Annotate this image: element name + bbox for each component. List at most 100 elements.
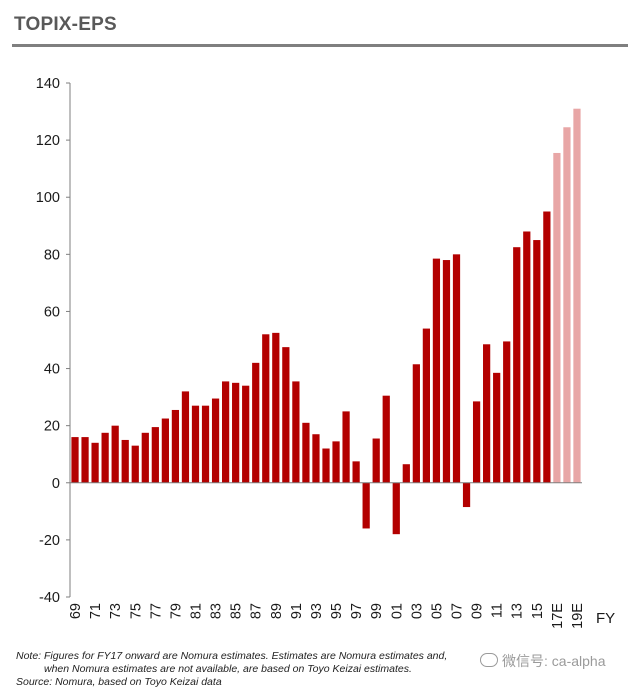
x-tick-label: 03 <box>409 603 425 619</box>
bar-83 <box>211 398 220 483</box>
y-tick-label: 80 <box>44 247 60 263</box>
x-tick-label: 93 <box>309 603 325 619</box>
x-tick-label: 95 <box>329 603 345 619</box>
bar-95 <box>332 441 340 483</box>
bar-03 <box>412 364 420 483</box>
bar-17E <box>553 152 561 483</box>
bar-94 <box>322 448 330 483</box>
bar-79 <box>171 409 180 483</box>
x-tick-label: 17E <box>550 603 566 629</box>
note-line-2: when Nomura estimates are not available,… <box>44 663 412 675</box>
bar-10 <box>483 344 491 483</box>
bar-08 <box>462 482 471 508</box>
bar-85 <box>232 382 240 483</box>
bar-98 <box>362 482 370 529</box>
x-axis-label: FY <box>596 610 615 627</box>
y-tick-labels: -40 -20 0 20 40 60 80 100 120 140 <box>36 76 70 606</box>
x-tick-label: 85 <box>229 603 245 619</box>
y-tick-label: 100 <box>36 190 60 206</box>
bar-02 <box>402 464 410 483</box>
bar-18E <box>563 127 571 483</box>
x-tick-label: 91 <box>289 603 305 619</box>
bar-12 <box>503 341 511 483</box>
bar-76 <box>141 432 149 483</box>
bars <box>71 108 581 535</box>
bar-04 <box>422 328 431 483</box>
bar-11 <box>493 372 501 483</box>
chart-title: TOPIX-EPS <box>14 14 117 35</box>
bar-09 <box>472 401 481 483</box>
x-tick-label: 07 <box>450 603 466 619</box>
bar-15 <box>533 240 541 483</box>
x-tick-label: 15 <box>530 603 546 619</box>
watermark: 微信号: ca-alpha <box>478 651 608 671</box>
bar-84 <box>221 381 230 483</box>
y-tick-label: 20 <box>44 419 60 435</box>
bar-81 <box>191 405 200 483</box>
x-tick-label: 79 <box>168 603 184 619</box>
x-tick-label: 97 <box>349 603 365 619</box>
bar-70 <box>81 437 89 483</box>
bar-75 <box>131 445 139 483</box>
x-tick-label: 13 <box>510 603 526 619</box>
y-tick-label: 40 <box>44 362 60 378</box>
bar-13 <box>513 247 521 483</box>
bar-78 <box>161 418 169 483</box>
x-tick-label: 19E <box>570 603 586 629</box>
note-line-1: Note: Figures for FY17 onward are Nomura… <box>16 650 448 662</box>
watermark-text: 微信号: ca-alpha <box>502 653 606 669</box>
bar-87 <box>252 362 260 483</box>
title-divider <box>12 44 628 47</box>
x-tick-label: 75 <box>128 603 144 619</box>
y-tick-label: -20 <box>39 533 60 549</box>
bar-90 <box>282 347 290 483</box>
bar-72 <box>101 432 109 483</box>
x-tick-label: 05 <box>429 603 445 619</box>
bar-91 <box>292 381 300 483</box>
bar-73 <box>111 425 119 483</box>
y-tick-label: 140 <box>36 76 60 92</box>
bar-16 <box>543 211 551 483</box>
bar-82 <box>201 405 210 483</box>
x-tick-label: 69 <box>68 603 84 619</box>
bar-71 <box>91 442 99 483</box>
bar-86 <box>242 385 250 483</box>
x-tick-label: 83 <box>209 603 225 619</box>
x-tick-label: 81 <box>188 603 204 619</box>
bar-97 <box>352 461 360 483</box>
y-tick-label: 120 <box>36 133 60 149</box>
y-tick-label: 0 <box>52 476 60 492</box>
bar-06 <box>442 260 451 483</box>
footnote: Note: Figures for FY17 onward are Nomura… <box>16 650 616 689</box>
bar-69 <box>71 437 79 483</box>
x-tick-label: 09 <box>470 603 486 619</box>
bar-07 <box>452 254 461 483</box>
x-tick-labels: 69 71 73 75 77 79 81 83 85 87 89 91 93 95 97 99 01 03 05 07… <box>68 603 586 629</box>
bar-14 <box>523 231 531 483</box>
x-tick-label: 73 <box>108 603 124 619</box>
bar-93 <box>312 434 320 483</box>
y-tick-label: -40 <box>39 590 60 606</box>
x-tick-label: 99 <box>369 603 385 619</box>
bar-80 <box>181 391 190 483</box>
x-tick-label: 89 <box>269 603 285 619</box>
bar-74 <box>121 439 129 483</box>
y-tick-label: 60 <box>44 304 60 320</box>
x-tick-label: 11 <box>490 603 506 618</box>
x-tick-label: 01 <box>389 603 405 619</box>
bar-01 <box>392 482 400 535</box>
eps-bar-chart: -40 -20 0 20 40 60 80 100 120 140 69 71 73 75 77 79 81 8… <box>36 76 615 629</box>
bar-77 <box>151 427 159 483</box>
bar-88 <box>262 334 270 483</box>
bar-96 <box>342 411 350 483</box>
wechat-icon <box>480 653 498 667</box>
bar-89 <box>272 332 280 483</box>
bar-19E <box>573 108 581 483</box>
axes <box>69 83 582 597</box>
x-tick-label: 71 <box>88 603 104 619</box>
source-line: Source: Nomura, based on Toyo Keizai dat… <box>16 676 222 688</box>
bar-99 <box>372 438 380 483</box>
x-tick-label: 77 <box>148 603 164 619</box>
bar-05 <box>432 258 441 483</box>
bar-00 <box>382 395 390 483</box>
